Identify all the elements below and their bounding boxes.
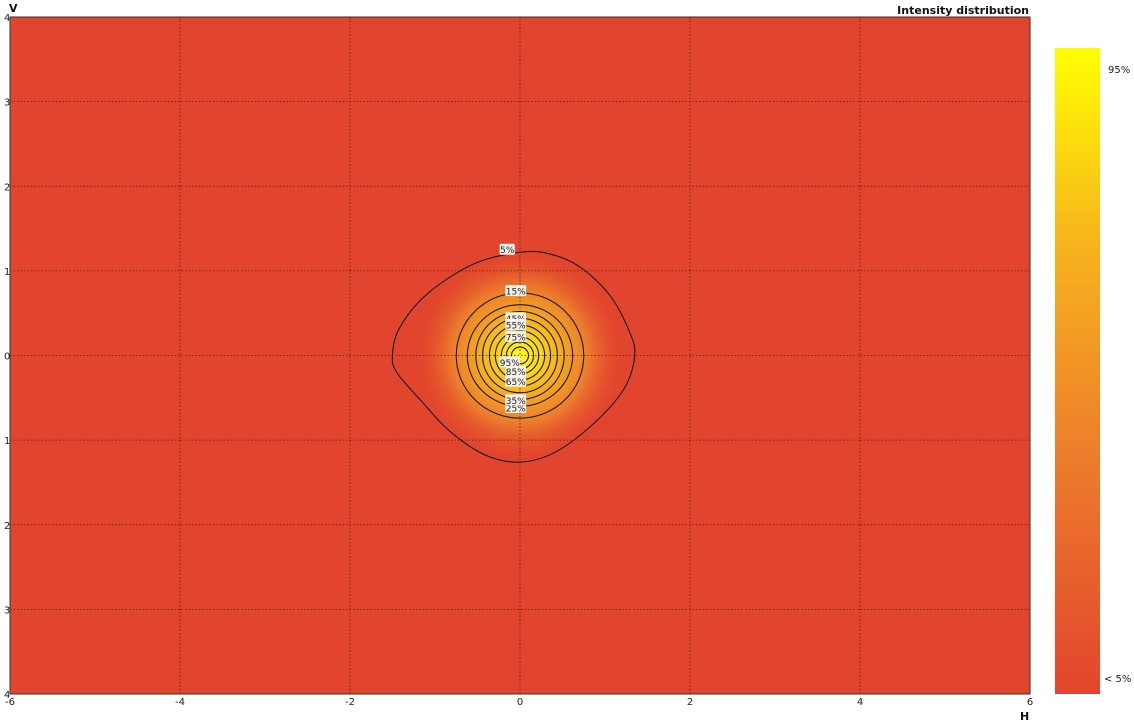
y-tick-label: 4	[4, 13, 10, 24]
x-tick-label: -6	[5, 697, 15, 708]
colorbar: 95% < 5%	[1055, 48, 1131, 694]
contour-label: 95%	[499, 356, 520, 369]
y-tick-label: 3	[4, 98, 10, 109]
contour-label: 85%	[505, 365, 527, 378]
contour-label: 5%	[499, 243, 515, 256]
contour-label-box	[505, 330, 527, 342]
y-tick-label: 2	[4, 182, 10, 193]
contour-label-text: 55%	[506, 322, 526, 332]
y-tick-label: 1	[4, 267, 10, 278]
contour-label-box	[505, 375, 527, 387]
contour-labels: 5%15%25%35%45%55%65%75%85%95%	[499, 243, 527, 414]
plot-frame	[9, 16, 1031, 695]
x-tick-label: 0	[517, 697, 523, 708]
plot-area: 5%15%25%35%45%55%65%75%85%95%	[9, 16, 1031, 695]
contour-label: 35%	[505, 394, 526, 407]
x-tick-label: -4	[175, 697, 185, 708]
contour-label: 15%	[505, 285, 526, 298]
contour-label-text: 65%	[506, 378, 526, 388]
x-tick-label: -2	[345, 697, 355, 708]
contour-label-box	[505, 319, 527, 331]
contour-label-text: 35%	[506, 397, 526, 407]
y-tick-label: 1	[4, 436, 10, 447]
grid-lines	[10, 17, 1030, 694]
contour-label-box	[505, 365, 527, 377]
y-tick-label: 3	[4, 605, 10, 616]
contour-label-text: 5%	[500, 246, 515, 256]
contour-label-text: 75%	[506, 333, 526, 343]
contour-label-text: 95%	[500, 359, 520, 369]
contour-label-box	[499, 356, 521, 368]
contour-label: 55%	[505, 319, 526, 332]
x-axis-label: H	[1020, 710, 1029, 723]
contour-label: 75%	[505, 330, 527, 343]
x-tick-label: 4	[857, 697, 863, 708]
x-tick-label: 2	[687, 697, 693, 708]
contour-label-box	[505, 285, 527, 297]
contour-label-box	[499, 243, 515, 255]
y-tick-label: 4	[4, 690, 10, 701]
contour-label-text: 25%	[506, 404, 526, 414]
axis-ticks: -6 -4 -2 0 2 4 6 4 3 2 1 0 1 2 3 4	[4, 13, 1033, 708]
y-axis-label: V	[9, 2, 18, 15]
contour-label: 65%	[505, 375, 527, 388]
x-tick-label: 6	[1027, 697, 1033, 708]
y-tick-label: 2	[4, 521, 10, 532]
contour-label-text: 15%	[506, 288, 526, 298]
intensity-hotspot	[413, 249, 627, 462]
colorbar-top-label: 95%	[1108, 65, 1130, 76]
contour-label-text: 85%	[506, 368, 526, 378]
contour-label-box	[505, 394, 527, 406]
y-tick-label: 0	[4, 352, 10, 363]
colorbar-gradient	[1055, 48, 1100, 694]
contour-line	[391, 250, 636, 463]
chart-title: Intensity distribution	[897, 4, 1029, 17]
colorbar-bottom-label: < 5%	[1104, 674, 1131, 685]
